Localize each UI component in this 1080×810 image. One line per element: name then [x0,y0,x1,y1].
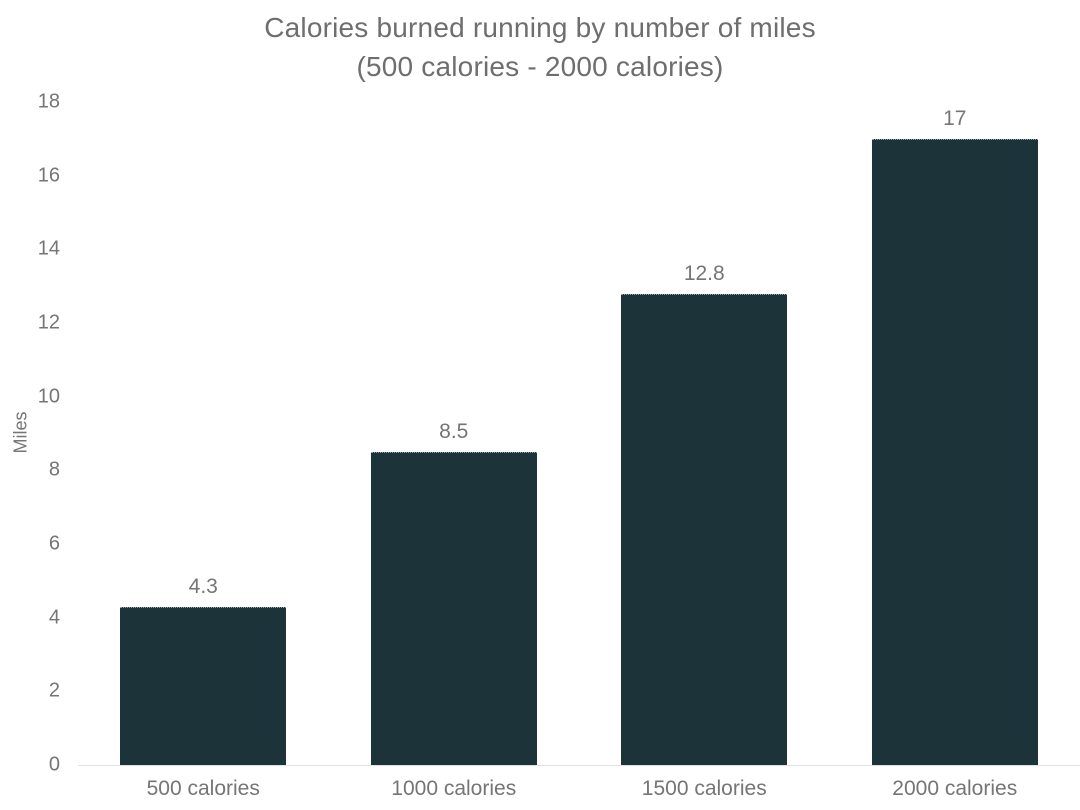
y-tick-label: 4 [48,606,60,629]
y-tick-label: 8 [48,458,60,481]
bar [621,293,788,765]
x-tick-label: 2000 calories [892,777,1018,800]
y-tick-label: 18 [37,90,60,113]
x-tick-label: 500 calories [146,777,260,800]
bar-value-label: 17 [943,106,967,130]
y-tick-label: 6 [48,532,60,555]
chart-title-line2: (500 calories - 2000 calories) [356,51,724,82]
bar-value-label: 8.5 [439,419,469,443]
y-tick-label: 14 [37,237,60,260]
x-tick-label: 1000 calories [391,777,517,800]
plot-area: 4.3 500 calories 8.5 1000 calories 12.8 1500 … [78,102,1080,800]
bar-value-label: 4.3 [188,574,218,598]
chart-title: Calories burned running by number of mil… [0,8,1080,86]
chart-title-line1: Calories burned running by number of mil… [264,12,816,43]
y-tick-label: 16 [37,164,60,187]
x-tick-label: 1500 calories [641,777,767,800]
y-tick-label: 2 [48,679,60,702]
y-tick-label: 12 [37,311,60,334]
bar-value-label: 12.8 [683,261,725,285]
y-tick-label: 0 [48,753,60,776]
bar [871,138,1038,765]
bar [120,606,287,765]
bar [370,451,537,765]
y-tick-label: 10 [37,385,60,408]
